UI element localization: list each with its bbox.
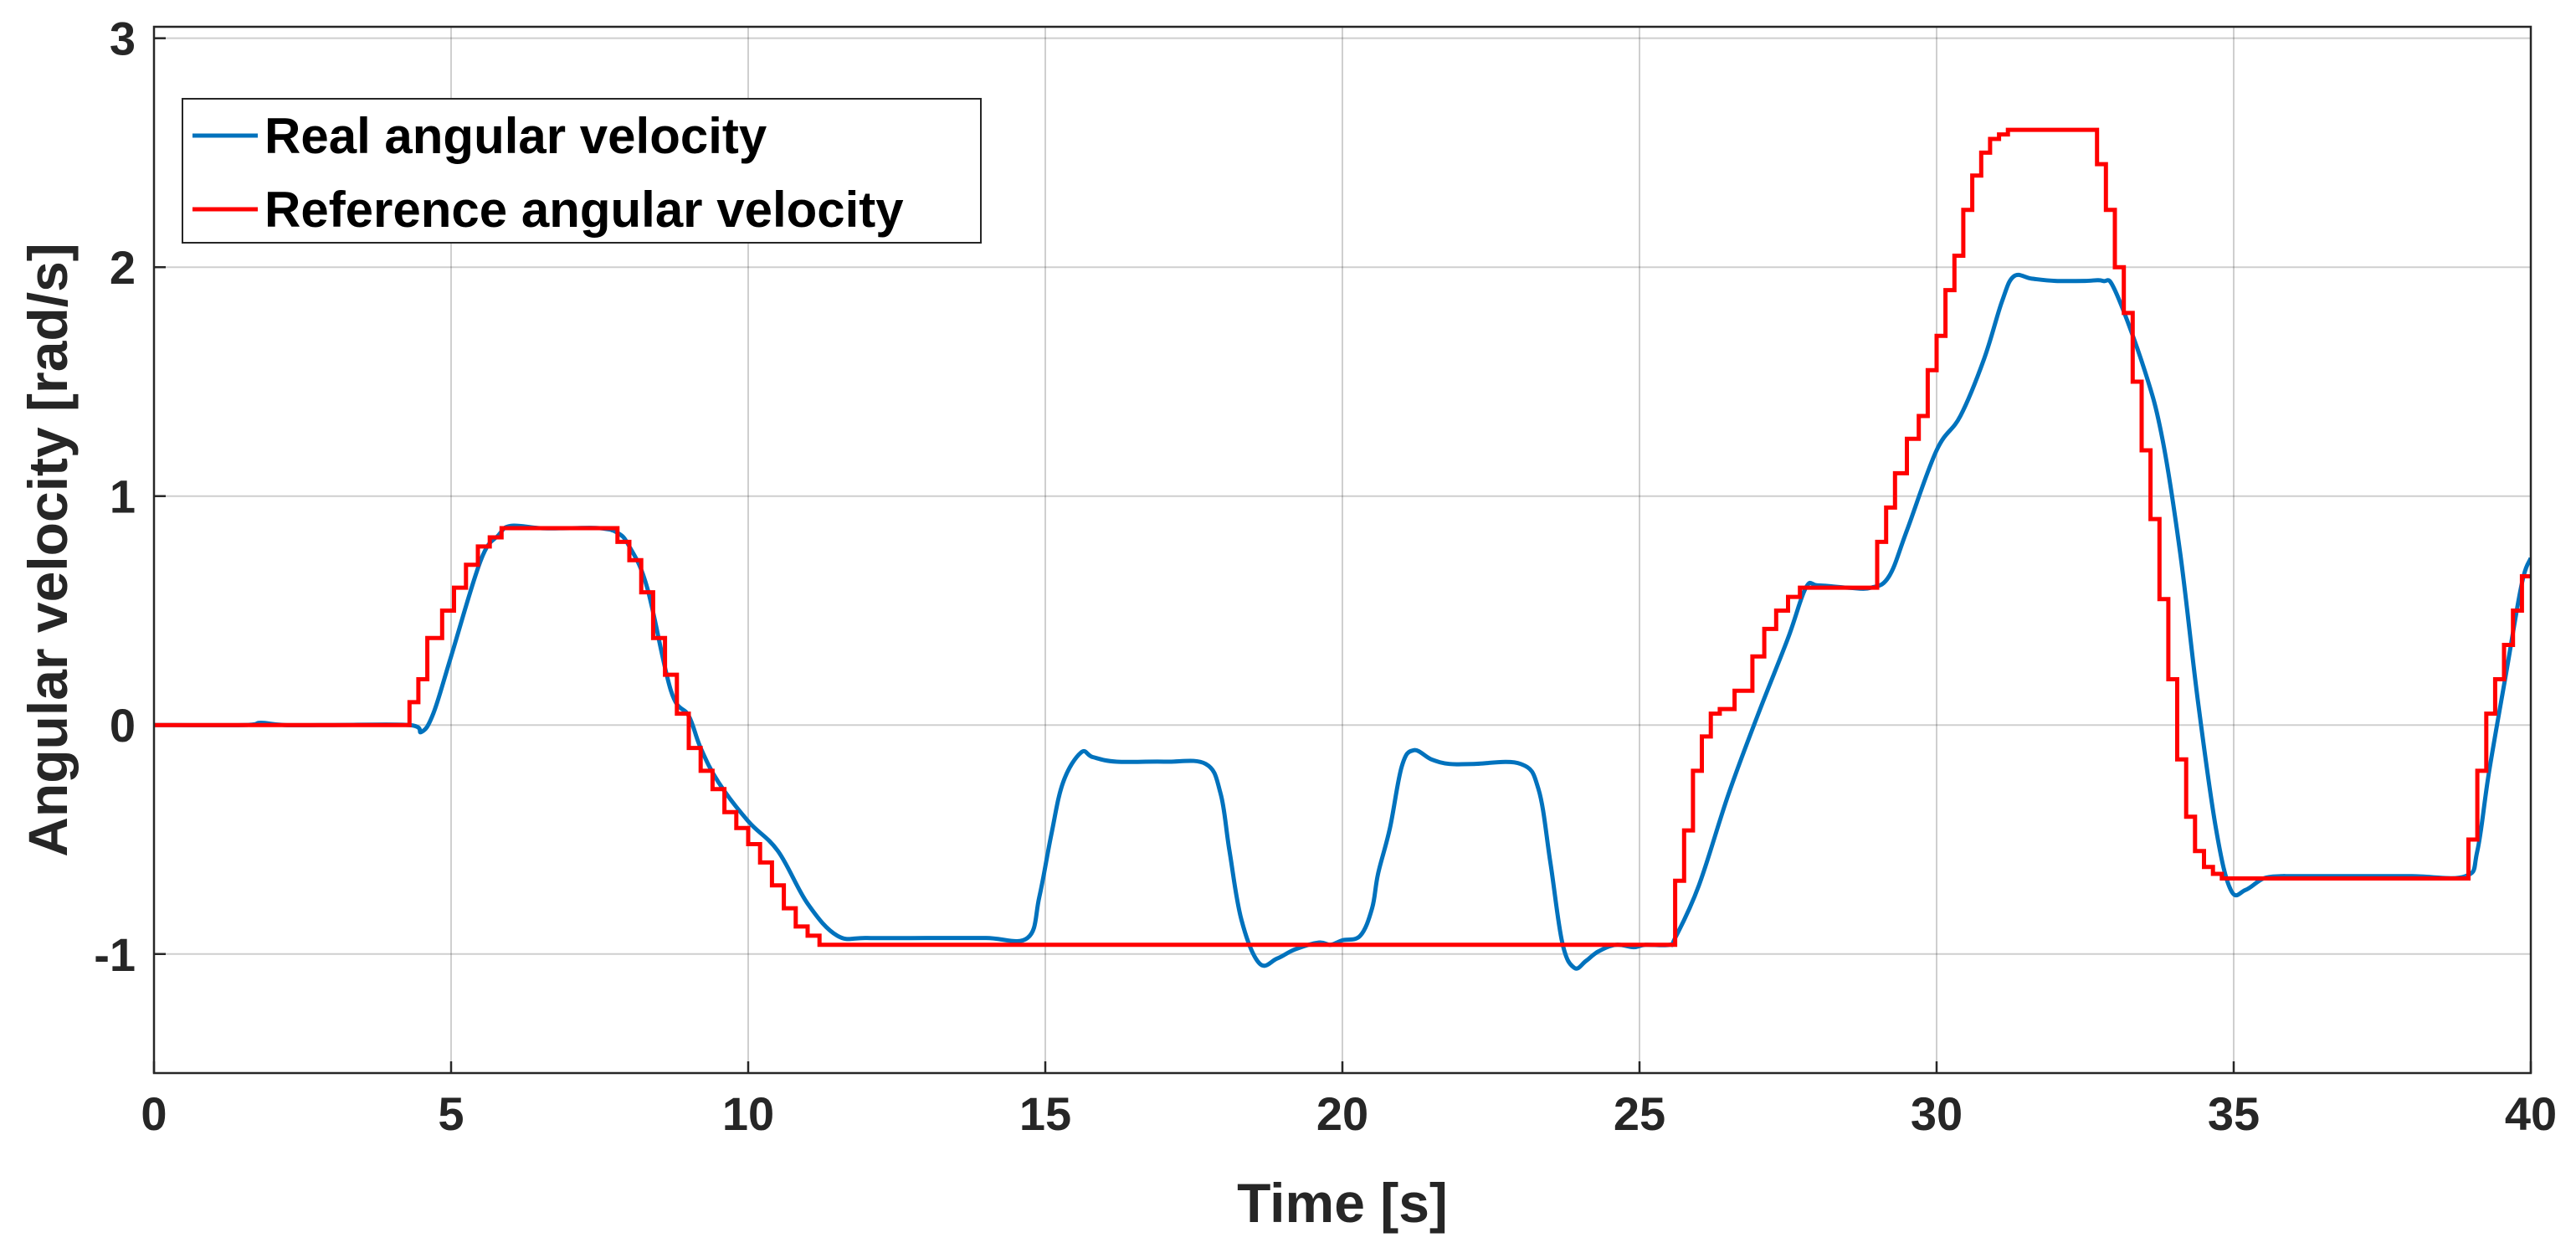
x-tick-label: 0 — [141, 1087, 167, 1140]
axes-box — [152, 25, 2532, 1075]
x-tick-label: 20 — [1316, 1087, 1368, 1140]
y-tick-label: 0 — [110, 699, 136, 752]
grid — [152, 27, 2532, 1073]
legend-entry-reference: Reference angular velocity — [264, 182, 904, 238]
y-tick-label: -1 — [94, 928, 136, 981]
x-tick-label: 5 — [438, 1087, 464, 1140]
y-axis-label: Angular velocity [rad/s] — [17, 243, 79, 857]
legend: Real angular velocity Reference angular … — [182, 98, 982, 244]
series-line-reference-angular-velocity — [154, 127, 2531, 948]
x-tick-label: 10 — [722, 1087, 774, 1140]
x-tick-label: 35 — [2208, 1087, 2260, 1140]
series-line-real-angular-velocity — [154, 272, 2531, 971]
y-tick-label: 1 — [110, 470, 136, 523]
x-tick-label: 30 — [1911, 1087, 1963, 1140]
x-tick-label: 15 — [1019, 1087, 1071, 1140]
y-tick-labels: -1 0 1 2 3 — [94, 13, 136, 981]
x-tick-labels: 0 5 10 15 20 25 30 35 40 — [141, 1087, 2557, 1140]
series-layer — [154, 127, 2531, 971]
y-tick-label: 3 — [110, 13, 136, 65]
x-tick-label: 40 — [2505, 1087, 2557, 1140]
y-tick-label: 2 — [110, 241, 136, 294]
legend-box — [182, 98, 982, 244]
x-tick-label: 25 — [1614, 1087, 1665, 1140]
x-axis-label: Time [s] — [1237, 1172, 1448, 1234]
legend-entry-real: Real angular velocity — [264, 108, 767, 164]
